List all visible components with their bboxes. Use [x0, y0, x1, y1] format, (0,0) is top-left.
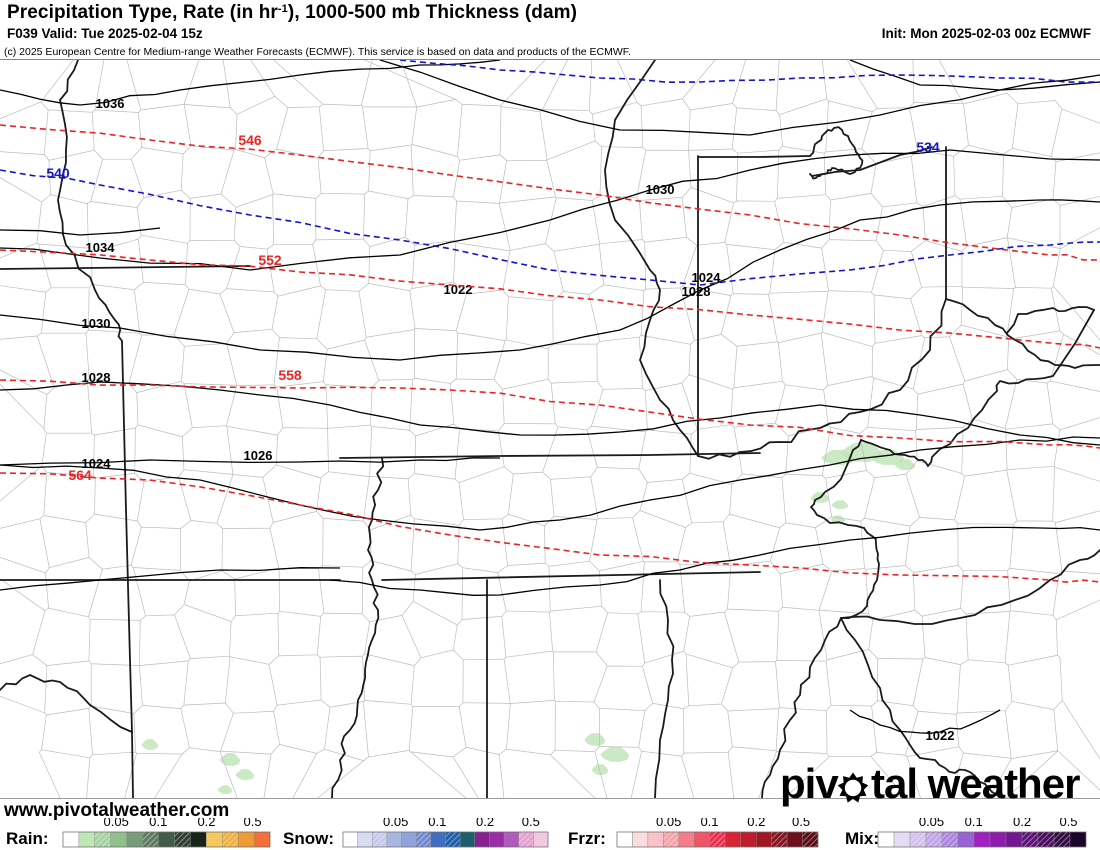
svg-text:1028: 1028	[82, 370, 111, 385]
svg-text:1026: 1026	[244, 448, 273, 463]
svg-text:1022: 1022	[926, 728, 955, 743]
svg-text:0.05: 0.05	[383, 818, 408, 829]
svg-text:Frzr:: Frzr:	[568, 829, 606, 848]
svg-text:534: 534	[916, 139, 940, 155]
svg-text:0.05: 0.05	[104, 818, 129, 829]
svg-text:564: 564	[68, 467, 92, 483]
svg-text:0.1: 0.1	[700, 818, 718, 829]
svg-text:0.5: 0.5	[522, 818, 540, 829]
svg-text:558: 558	[278, 367, 302, 383]
svg-text:0.1: 0.1	[428, 818, 446, 829]
svg-text:0.1: 0.1	[149, 818, 167, 829]
svg-text:piv: piv	[780, 762, 839, 807]
svg-text:546: 546	[238, 132, 262, 148]
svg-text:1028: 1028	[682, 284, 711, 299]
svg-text:0.1: 0.1	[965, 818, 983, 829]
svg-text:Mix:: Mix:	[845, 829, 879, 848]
svg-text:1030: 1030	[82, 316, 111, 331]
svg-text:0.5: 0.5	[792, 818, 810, 829]
svg-text:1034: 1034	[86, 240, 116, 255]
svg-text:Snow:: Snow:	[283, 829, 334, 848]
svg-text:0.5: 0.5	[1059, 818, 1077, 829]
svg-text:1030: 1030	[646, 182, 675, 197]
svg-text:tal weather: tal weather	[871, 762, 1080, 807]
svg-text:552: 552	[258, 252, 282, 268]
svg-text:0.05: 0.05	[919, 818, 944, 829]
svg-text:1036: 1036	[96, 96, 125, 111]
svg-text:Rain:: Rain:	[6, 829, 49, 848]
svg-text:0.05: 0.05	[656, 818, 681, 829]
svg-text:0.2: 0.2	[747, 818, 765, 829]
svg-text:1022: 1022	[444, 282, 473, 297]
svg-text:0.2: 0.2	[197, 818, 215, 829]
svg-text:0.5: 0.5	[244, 818, 262, 829]
svg-text:0.2: 0.2	[476, 818, 494, 829]
svg-text:0.2: 0.2	[1013, 818, 1031, 829]
svg-text:540: 540	[46, 165, 70, 181]
svg-text:1024: 1024	[692, 270, 722, 285]
